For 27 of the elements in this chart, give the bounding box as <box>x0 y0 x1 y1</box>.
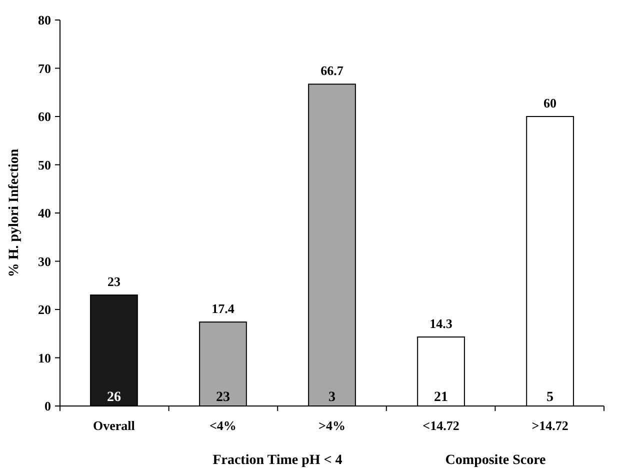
data-label: 23 <box>107 274 121 290</box>
data-label: 60 <box>544 96 557 110</box>
y-tick-label: 10 <box>38 350 51 366</box>
y-tick-label: 70 <box>38 60 51 76</box>
data-label: 17.4 <box>212 301 235 316</box>
annotation: 3 <box>328 390 336 405</box>
x-tick-label: >14.72 <box>532 418 568 433</box>
data-label: 14.3 <box>430 316 453 332</box>
x-tick-label: Overall <box>93 418 136 433</box>
x-tick-label: <14.72 <box>422 418 460 433</box>
annotation: 21 <box>434 390 448 405</box>
annotation: 23 <box>216 390 230 405</box>
y-tick-label: 50 <box>38 157 51 172</box>
y-tick-label: 60 <box>38 109 51 124</box>
annotation: 5 <box>546 390 554 405</box>
x-tick-label: <4% <box>210 418 236 433</box>
y-tick-label: 40 <box>38 206 51 221</box>
y-tick-label: 20 <box>38 302 51 318</box>
y-axis-title: % H. pylori Infection <box>7 148 22 278</box>
x-tick-label: >4% <box>318 418 346 433</box>
annotation: 26 <box>106 390 121 405</box>
y-tick-label: 80 <box>38 12 51 28</box>
text: Fraction Time pH < 4 <box>212 453 342 468</box>
y-tick-label: 0 <box>44 398 51 414</box>
data-label: 66.7 <box>320 63 344 78</box>
text: Composite Score <box>445 453 546 468</box>
y-tick-label: 30 <box>38 254 51 269</box>
